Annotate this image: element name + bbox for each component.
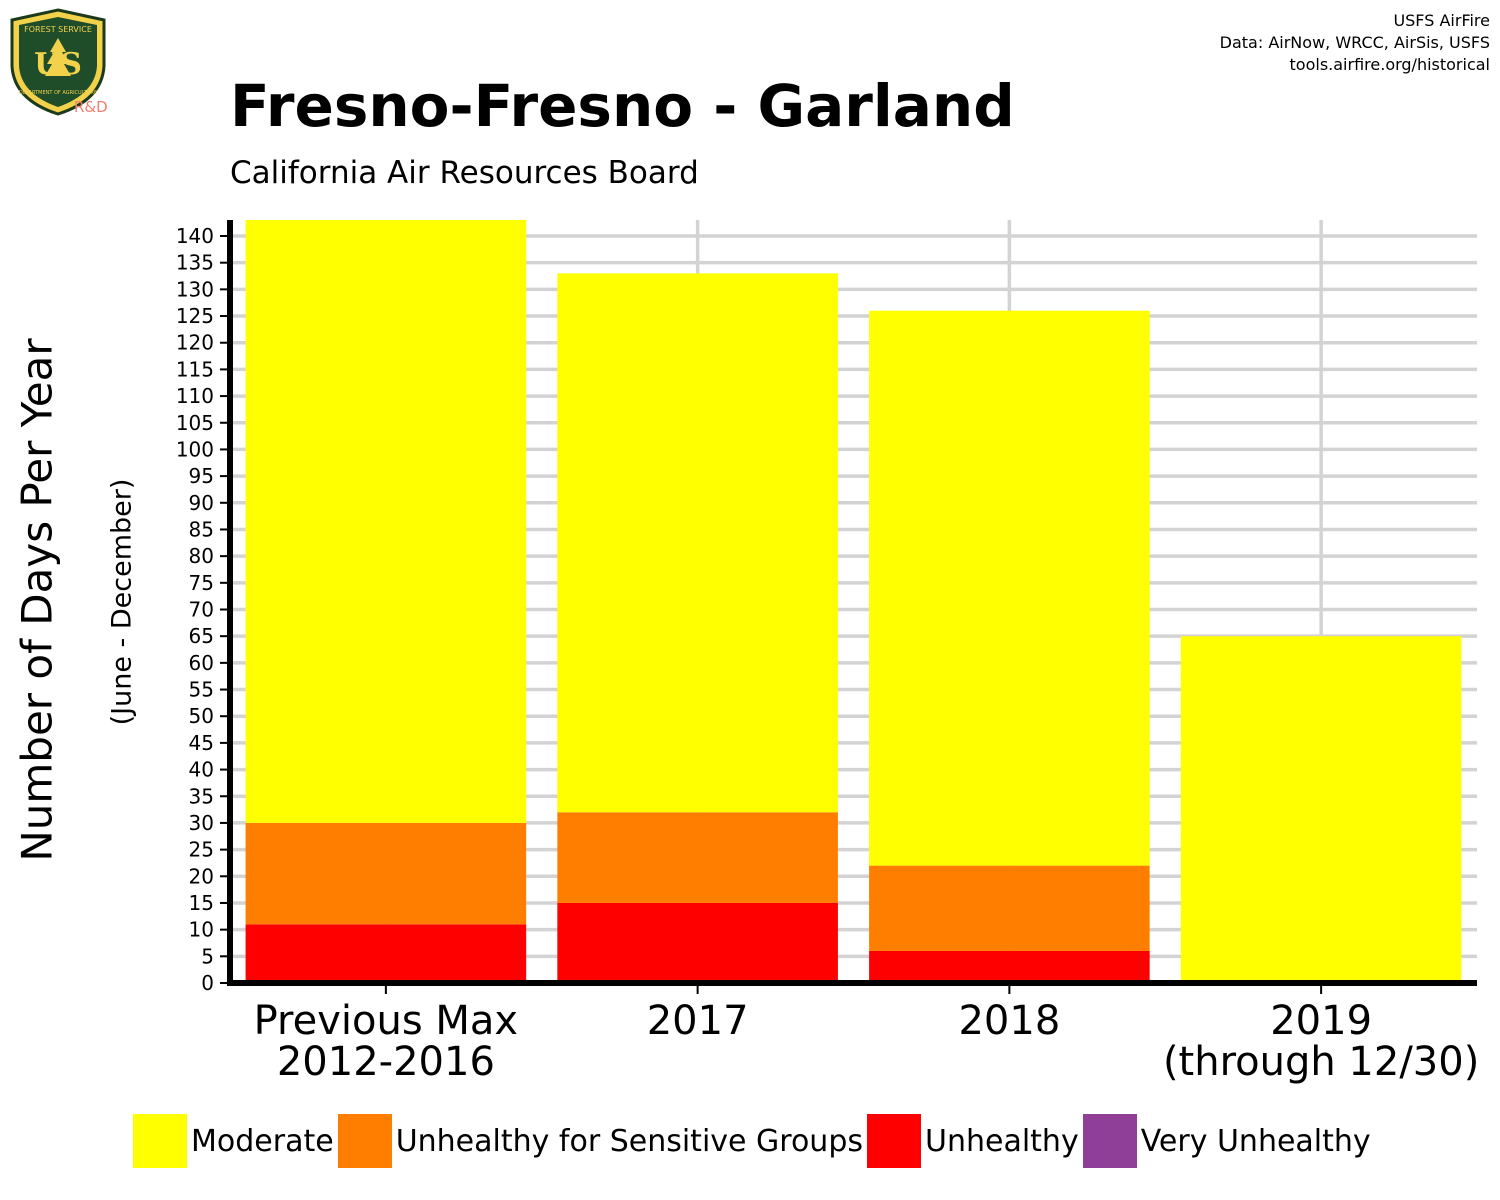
bar-segment [557,812,838,903]
bar-segment [557,273,838,813]
legend-label: Unhealthy [925,1123,1079,1159]
y-tick-label: 35 [189,784,214,808]
y-tick-label: 90 [189,491,214,515]
y-tick-label: 15 [189,891,214,915]
bar-segment [869,865,1150,951]
chart-title: Fresno-Fresno - Garland [230,72,1015,140]
y-tick-label: 20 [189,864,214,888]
forest-service-shield-logo: FOREST SERVICE US DEPARTMENT OF AGRICULT… [10,8,106,116]
bar-segment [245,924,527,983]
y-tick-label: 55 [189,678,214,702]
legend: Moderate Unhealthy for Sensitive Groups Un… [133,1113,1375,1169]
legend-item: Moderate [133,1114,334,1168]
y-tick-label: 40 [189,758,214,782]
y-tick-label: 135 [176,251,214,275]
legend-label: Moderate [191,1123,334,1159]
legend-swatch [133,1114,187,1168]
y-tick-label: 25 [189,838,214,862]
y-tick-label: 125 [176,304,214,328]
bar-segment [557,902,838,983]
logo-top-text: FOREST SERVICE [24,25,92,34]
y-tick-label: 130 [176,277,214,301]
y-tick-label: 110 [176,384,214,408]
credit-line-3: tools.airfire.org/historical [1289,55,1490,74]
y-tick-label: 80 [189,544,214,568]
legend-label: Unhealthy for Sensitive Groups [395,1123,863,1159]
bar-segment [1180,636,1462,983]
legend-label: Very Unhealthy [1140,1123,1371,1159]
chart-subtitle: California Air Resources Board [230,155,699,191]
y-tick-label: 115 [176,357,214,381]
y-tick-label: 95 [189,464,214,488]
x-tick-label: 2012-2016 [277,1039,495,1085]
legend-swatch [867,1114,921,1168]
x-tick-label: (through 12/30) [1163,1039,1479,1085]
y-tick-label: 100 [176,437,214,461]
x-tick-label: 2019 [1270,998,1372,1044]
bar-segment [869,310,1150,866]
y-tick-label: 140 [176,224,214,248]
y-tick-label: 50 [189,704,214,728]
credits: USFS AirFire Data: AirNow, WRCC, AirSis,… [1220,10,1490,76]
x-tick-label: 2017 [647,998,749,1044]
legend-swatch [1082,1114,1137,1168]
legend-swatch [337,1114,392,1168]
bar-segment [245,220,527,823]
y-tick-label: 45 [189,731,214,755]
bar-segment [869,950,1150,983]
y-tick-label: 120 [176,331,214,355]
y-tick-label: 65 [189,624,214,648]
y-tick-label: 10 [189,918,214,942]
y-tick-label: 85 [189,517,214,541]
y-tick-label: 5 [201,944,214,968]
legend-item: Very Unhealthy [1082,1114,1371,1168]
y-tick-label: 30 [189,811,214,835]
x-tick-label: 2018 [958,998,1060,1044]
credit-line-2: Data: AirNow, WRCC, AirSis, USFS [1219,33,1490,52]
bar-segment [245,822,527,925]
y-tick-label: 70 [189,598,214,622]
logo-rd-label: R&D [74,98,108,116]
legend-item: Unhealthy [867,1114,1079,1168]
y-tick-label: 75 [189,571,214,595]
legend-item: Unhealthy for Sensitive Groups [337,1114,863,1168]
logo-bottom-text: DEPARTMENT OF AGRICULTURE [19,90,97,96]
y-tick-label: 0 [201,971,214,995]
x-tick-label: Previous Max [254,998,518,1044]
y-tick-label: 105 [176,411,214,435]
credit-line-1: USFS AirFire [1393,11,1490,30]
y-tick-label: 60 [189,651,214,675]
